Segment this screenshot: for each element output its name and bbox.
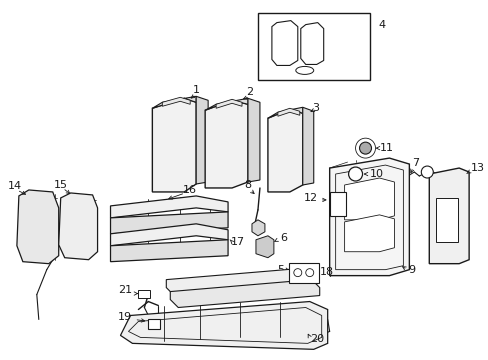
Ellipse shape — [295, 67, 313, 75]
Bar — [435, 198, 457, 242]
Polygon shape — [344, 215, 394, 252]
Polygon shape — [255, 236, 273, 258]
Polygon shape — [170, 280, 319, 307]
Text: 2: 2 — [246, 87, 253, 97]
Circle shape — [421, 166, 432, 178]
Polygon shape — [344, 178, 394, 220]
Polygon shape — [196, 96, 208, 184]
Polygon shape — [166, 268, 317, 296]
Text: 13: 13 — [470, 163, 484, 173]
Polygon shape — [110, 240, 227, 262]
Polygon shape — [59, 193, 98, 260]
Text: 14: 14 — [8, 181, 22, 191]
Circle shape — [348, 167, 362, 181]
Bar — [148, 319, 160, 329]
Polygon shape — [17, 190, 59, 264]
Polygon shape — [302, 107, 313, 185]
Text: 11: 11 — [379, 143, 393, 153]
Polygon shape — [205, 98, 247, 110]
Bar — [329, 192, 345, 216]
Bar — [138, 289, 150, 298]
Polygon shape — [152, 98, 196, 192]
Text: 18: 18 — [319, 267, 333, 276]
Text: 7: 7 — [411, 158, 418, 168]
Text: 19: 19 — [118, 312, 132, 323]
Text: 4: 4 — [378, 19, 385, 30]
Polygon shape — [120, 302, 327, 349]
Text: 12: 12 — [303, 193, 317, 203]
Text: 9: 9 — [407, 265, 414, 275]
Circle shape — [305, 269, 313, 276]
Polygon shape — [267, 107, 302, 118]
Text: 20: 20 — [309, 334, 323, 345]
Polygon shape — [110, 212, 227, 234]
Text: 1: 1 — [192, 85, 199, 95]
Text: 6: 6 — [279, 233, 286, 243]
Text: 21: 21 — [118, 284, 132, 294]
Polygon shape — [162, 97, 190, 106]
Polygon shape — [247, 98, 260, 182]
Text: 10: 10 — [369, 169, 383, 179]
Polygon shape — [428, 168, 468, 264]
FancyBboxPatch shape — [288, 263, 318, 283]
Polygon shape — [110, 224, 227, 246]
Circle shape — [293, 269, 301, 276]
Text: 8: 8 — [244, 180, 251, 190]
Polygon shape — [110, 196, 227, 218]
Polygon shape — [271, 21, 297, 66]
Polygon shape — [277, 108, 299, 116]
Polygon shape — [216, 99, 242, 108]
Text: 5: 5 — [276, 265, 283, 275]
Polygon shape — [267, 109, 302, 192]
Polygon shape — [205, 100, 247, 188]
Text: 16: 16 — [183, 185, 197, 195]
Polygon shape — [152, 96, 196, 108]
Text: 17: 17 — [230, 237, 244, 247]
Polygon shape — [258, 13, 369, 80]
Text: 3: 3 — [311, 103, 319, 113]
Circle shape — [359, 142, 371, 154]
Text: 15: 15 — [54, 180, 67, 190]
Polygon shape — [300, 23, 323, 64]
Polygon shape — [251, 220, 264, 236]
Polygon shape — [329, 158, 408, 276]
